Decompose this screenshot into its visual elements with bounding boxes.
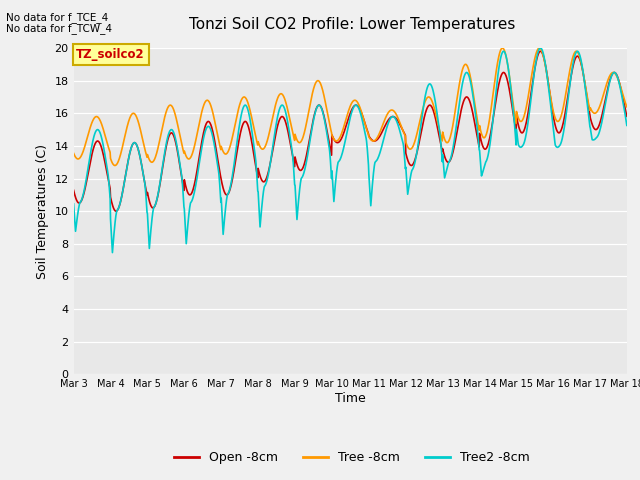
Legend: Open -8cm, Tree -8cm, Tree2 -8cm: Open -8cm, Tree -8cm, Tree2 -8cm — [169, 446, 535, 469]
X-axis label: Time: Time — [335, 392, 366, 405]
Text: No data for f_TCW_4: No data for f_TCW_4 — [6, 23, 113, 34]
Text: TZ_soilco2: TZ_soilco2 — [76, 48, 145, 61]
Y-axis label: Soil Temperatures (C): Soil Temperatures (C) — [36, 144, 49, 279]
Text: Tonzi Soil CO2 Profile: Lower Temperatures: Tonzi Soil CO2 Profile: Lower Temperatur… — [189, 17, 515, 32]
Text: No data for f_TCE_4: No data for f_TCE_4 — [6, 12, 109, 23]
